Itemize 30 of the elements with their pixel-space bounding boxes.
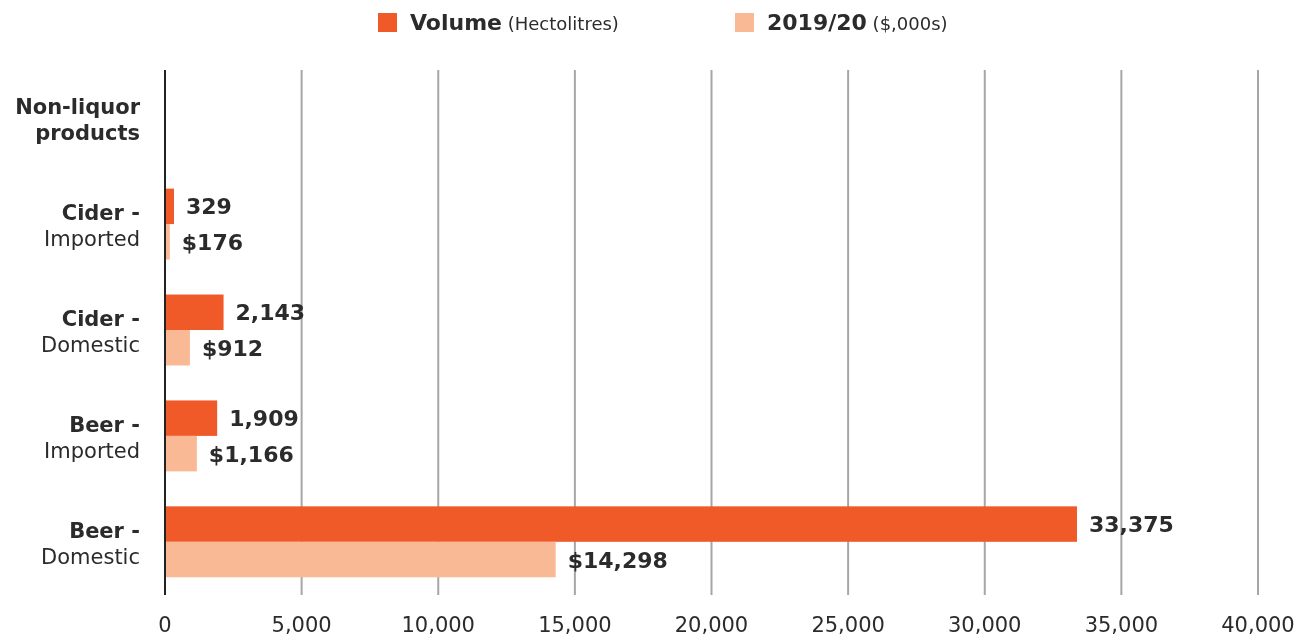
x-tick-label: 30,000 [948, 613, 1022, 637]
x-tick-label: 0 [158, 613, 172, 637]
x-tick-label: 5,000 [271, 613, 332, 637]
bar [165, 435, 197, 472]
y-tick-label: Cider - Imported [44, 201, 140, 252]
bar [165, 400, 218, 436]
x-tick-label: 40,000 [1221, 613, 1295, 637]
legend-label: Volume (Hectolitres) [410, 10, 619, 35]
bar [165, 294, 224, 330]
bar [165, 506, 1077, 542]
x-tick-label: 35,000 [1084, 613, 1159, 637]
data-label: $14,298 [567, 547, 668, 573]
data-label: $912 [201, 335, 264, 361]
x-tick-label: 10,000 [401, 613, 475, 637]
legend-label: 2019/20 ($,000s) [767, 10, 948, 35]
x-tick-label: 25,000 [811, 613, 885, 637]
x-tick-label: 15,000 [538, 613, 612, 637]
y-tick-label: Beer - Imported [44, 412, 140, 463]
data-label: 2,143 [235, 300, 306, 326]
y-tick-label: Cider - Domestic [41, 307, 140, 357]
data-label: $1,166 [208, 441, 294, 467]
y-tick-label: Non-liquor products [15, 95, 141, 146]
data-label: 1,909 [229, 406, 299, 432]
data-label: 329 [185, 194, 232, 220]
data-label: $176 [181, 229, 244, 255]
y-tick-label: Beer - Domestic [41, 518, 140, 569]
bar [165, 541, 556, 578]
x-tick-label: 20,000 [674, 613, 749, 637]
data-label: 33,375 [1088, 512, 1174, 538]
bar [165, 330, 190, 366]
